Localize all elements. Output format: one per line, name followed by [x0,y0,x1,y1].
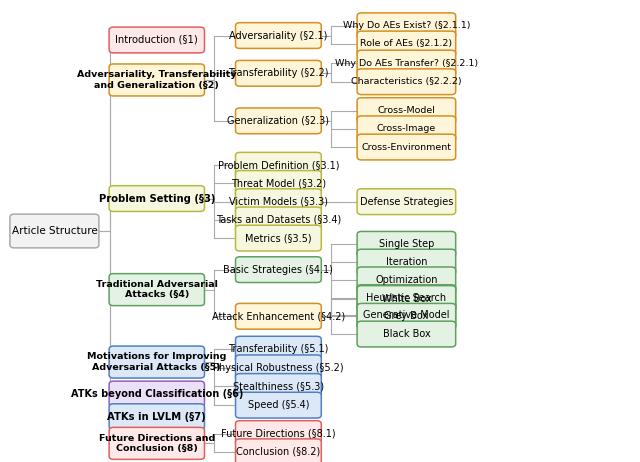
Text: Why Do AEs Transfer? (§2.2.1): Why Do AEs Transfer? (§2.2.1) [335,59,478,67]
FancyBboxPatch shape [236,439,321,462]
FancyBboxPatch shape [357,304,456,329]
Text: Transferability (§5.1): Transferability (§5.1) [228,344,328,354]
Text: Metrics (§3.5): Metrics (§3.5) [245,233,312,243]
FancyBboxPatch shape [236,392,321,418]
FancyBboxPatch shape [109,64,205,96]
FancyBboxPatch shape [236,23,321,49]
Text: Generalization (§2.3): Generalization (§2.3) [227,116,330,126]
Text: Problem Definition (§3.1): Problem Definition (§3.1) [218,160,339,170]
FancyBboxPatch shape [357,231,456,257]
FancyBboxPatch shape [357,98,456,123]
FancyBboxPatch shape [109,346,205,378]
FancyBboxPatch shape [109,27,205,53]
Text: Heuristic Search: Heuristic Search [366,292,447,303]
Text: Problem Setting (§3): Problem Setting (§3) [99,194,215,204]
FancyBboxPatch shape [236,170,321,196]
FancyBboxPatch shape [236,355,321,381]
FancyBboxPatch shape [10,214,99,248]
FancyBboxPatch shape [357,13,456,39]
FancyBboxPatch shape [236,61,321,86]
FancyBboxPatch shape [357,116,456,142]
Text: Article Structure: Article Structure [12,226,97,236]
FancyBboxPatch shape [109,381,205,407]
FancyBboxPatch shape [236,207,321,233]
Text: Adversariality, Transferability
and Generalization (§2): Adversariality, Transferability and Gene… [77,70,237,90]
Text: Motivations for Improving
Adversarial Attacks (§5): Motivations for Improving Adversarial At… [87,353,227,372]
FancyBboxPatch shape [357,249,456,275]
Text: Why Do AEs Exist? (§2.1.1): Why Do AEs Exist? (§2.1.1) [342,21,470,30]
Text: Attack Enhancement (§4.2): Attack Enhancement (§4.2) [212,311,345,321]
Text: Speed (§5.4): Speed (§5.4) [248,400,309,410]
Text: Defense Strategies: Defense Strategies [360,197,453,207]
Text: Conclusion (§8.2): Conclusion (§8.2) [236,447,321,457]
Text: Stealthiness (§5.3): Stealthiness (§5.3) [233,382,324,391]
Text: Role of AEs (§2.1.2): Role of AEs (§2.1.2) [360,39,452,49]
Text: Cross-Image: Cross-Image [377,124,436,134]
Text: Adversariality (§2.1): Adversariality (§2.1) [229,30,328,41]
Text: Generative Model: Generative Model [363,310,450,321]
FancyBboxPatch shape [236,108,321,134]
FancyBboxPatch shape [109,427,205,459]
Text: Cross-Environment: Cross-Environment [362,143,451,152]
FancyBboxPatch shape [109,404,205,430]
FancyBboxPatch shape [236,152,321,178]
Text: Single Step: Single Step [379,239,434,249]
FancyBboxPatch shape [236,421,321,446]
Text: Cross-Model: Cross-Model [378,106,435,115]
Text: Threat Model (§3.2): Threat Model (§3.2) [231,178,326,188]
Text: ATKs in LVLM (§7): ATKs in LVLM (§7) [108,412,206,422]
Text: Basic Strategies (§4.1): Basic Strategies (§4.1) [223,265,333,274]
FancyBboxPatch shape [357,286,456,311]
Text: Tasks and Datasets (§3.4): Tasks and Datasets (§3.4) [216,215,341,225]
FancyBboxPatch shape [357,321,456,347]
FancyBboxPatch shape [236,374,321,399]
Text: Future Directions (§8.1): Future Directions (§8.1) [221,429,336,438]
Text: Physical Robustness (§5.2): Physical Robustness (§5.2) [213,363,344,373]
FancyBboxPatch shape [236,189,321,214]
FancyBboxPatch shape [357,189,456,214]
FancyBboxPatch shape [357,31,456,57]
FancyBboxPatch shape [357,134,456,160]
Text: Grey Box: Grey Box [384,311,429,321]
Text: ATKs beyond Classification (§6): ATKs beyond Classification (§6) [70,389,243,399]
FancyBboxPatch shape [357,267,456,293]
Text: Introduction (§1): Introduction (§1) [115,35,198,45]
Text: White Box: White Box [381,293,431,304]
FancyBboxPatch shape [357,303,456,328]
Text: Characteristics (§2.2.2): Characteristics (§2.2.2) [351,77,461,86]
Text: Traditional Adversarial
Attacks (§4): Traditional Adversarial Attacks (§4) [96,280,218,299]
FancyBboxPatch shape [236,225,321,251]
Text: Future Directions and
Conclusion (§8): Future Directions and Conclusion (§8) [99,434,215,453]
Text: Iteration: Iteration [386,257,427,267]
Text: Victim Models (§3.3): Victim Models (§3.3) [229,197,328,207]
FancyBboxPatch shape [236,257,321,283]
FancyBboxPatch shape [109,186,205,212]
Text: Optimization: Optimization [375,275,438,285]
FancyBboxPatch shape [236,336,321,362]
FancyBboxPatch shape [357,50,456,76]
FancyBboxPatch shape [357,69,456,95]
FancyBboxPatch shape [236,304,321,329]
Text: Black Box: Black Box [383,329,430,339]
Text: Transferability (§2.2): Transferability (§2.2) [228,68,329,78]
FancyBboxPatch shape [357,285,456,310]
FancyBboxPatch shape [109,274,205,306]
